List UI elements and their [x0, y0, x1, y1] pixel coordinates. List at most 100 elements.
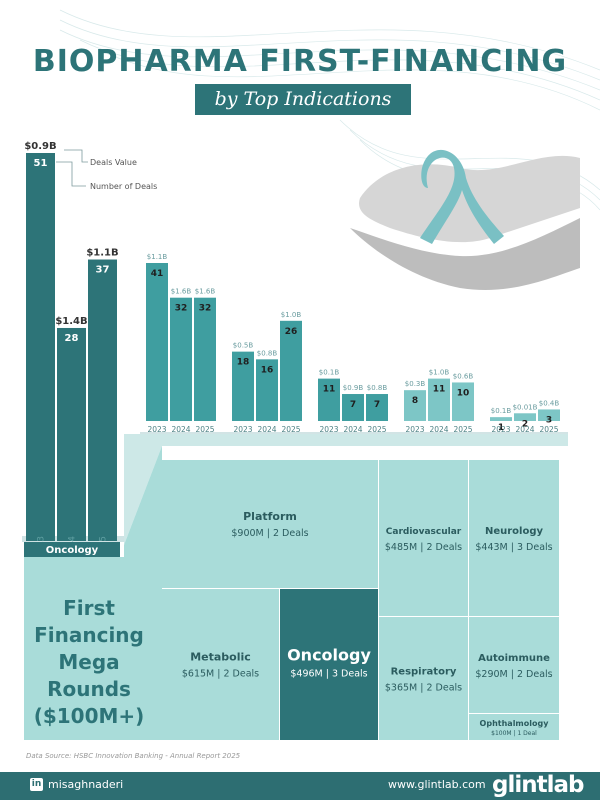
mega-title-line-4: Rounds: [47, 676, 131, 701]
autoimmune-year-2025: 2025: [453, 425, 472, 434]
autoimmune-count-2025: 10: [457, 388, 470, 398]
linkedin-icon[interactable]: in: [30, 778, 43, 791]
cardiovascular-year-2024: 2024: [515, 425, 534, 434]
treemap-value-respiratory: $365M | 2 Deals: [385, 683, 462, 694]
platform-value-2023: $1.1B: [147, 253, 168, 261]
autoimmune-value-2024: $1.0B: [429, 369, 450, 377]
metabolic-count-2025: 7: [374, 400, 380, 410]
oncology-count-2024: 28: [65, 333, 79, 344]
metabolic-value-2023: $0.1B: [319, 369, 340, 377]
treemap-name-respiratory: Respiratory: [391, 667, 457, 678]
autoimmune-count-2024: 11: [433, 385, 446, 395]
footer: in misaghnaderi www.glintlab.com glintla…: [0, 772, 600, 800]
mega-title-line-5: ($100M+): [33, 703, 145, 728]
platform-bar-2024: [170, 297, 192, 421]
oncology-value-2024: $1.4B: [55, 316, 87, 327]
oncology-bar-2025: [88, 259, 117, 541]
metabolic-year-2024: 2024: [343, 425, 362, 434]
oncology-value-2025: $1.1B: [86, 248, 118, 259]
legend-line-count: [56, 161, 86, 187]
treemap-name-oncology: Oncology: [287, 646, 371, 665]
oncology-value-2023: $0.9B: [24, 141, 56, 152]
metabolic-count-2023: 11: [323, 385, 336, 395]
hand-right: [350, 218, 580, 290]
cardiovascular-year-2023: 2023: [491, 425, 510, 434]
treemap-value-neurology: $443M | 3 Deals: [475, 542, 552, 553]
autoimmune-bar-2024: [428, 378, 450, 421]
cardiovascular-bar-2023: [490, 417, 512, 421]
neurology-year-2025: 2025: [281, 425, 300, 434]
treemap-name-cardiovascular: Cardiovascular: [386, 527, 462, 537]
mega-title-line-2: Financing: [34, 622, 144, 647]
treemap-cell-autoimmune: [469, 617, 559, 713]
metabolic-value-2024: $0.9B: [343, 384, 364, 392]
treemap-value-cardiovascular: $485M | 2 Deals: [385, 542, 462, 553]
oncology-count-2023: 51: [34, 158, 48, 169]
treemap-cell-oncology: [280, 589, 378, 740]
data-source: Data Source: HSBC Innovation Banking - A…: [26, 752, 241, 760]
treemap-name-metabolic: Metabolic: [190, 651, 251, 664]
cardiovascular-year-2025: 2025: [539, 425, 558, 434]
cardiovascular-bar-2025: [538, 409, 560, 421]
metabolic-bar-2023: [318, 378, 340, 421]
legend-deals-value: Deals Value: [90, 158, 137, 167]
cardiovascular-value-2024: $0.01B: [513, 403, 538, 411]
chart: 51 $0.9B 2023 28 $1.4B 2024 3 7 $1.1B 2025 Oncolog…: [22, 141, 568, 740]
platform-count-2023: 41: [151, 269, 164, 279]
platform-year-2024: 2024: [171, 425, 190, 434]
treemap-value-ophthalmology: $100M | 1 Deal: [491, 730, 537, 737]
platform-year-2023: 2023: [147, 425, 166, 434]
platform-value-2024: $1.6B: [171, 288, 192, 296]
treemap-cell-metabolic: [162, 589, 279, 740]
autoimmune-bar-2025: [452, 382, 474, 421]
neurology-value-2025: $1.0B: [281, 311, 302, 319]
neurology-value-2023: $0.5B: [233, 342, 254, 350]
cardiovascular-count-2025: 3: [546, 415, 552, 425]
autoimmune-value-2025: $0.6B: [453, 372, 474, 380]
treemap-value-autoimmune: $290M | 2 Deals: [475, 669, 552, 680]
metabolic-year-2023: 2023: [319, 425, 338, 434]
cardiovascular-value-2025: $0.4B: [539, 399, 560, 407]
neurology-bar-2024: [256, 359, 278, 421]
treemap-name-ophthalmology: Ophthalmology: [480, 719, 550, 728]
metabolic-count-2024: 7: [350, 400, 356, 410]
platform-bar-2025: [194, 297, 216, 421]
autoimmune-year-2023: 2023: [405, 425, 424, 434]
footer-site[interactable]: www.glintlab.com: [388, 778, 486, 791]
hands-ribbon-illustration: [350, 149, 580, 290]
treemap-value-oncology: $496M | 3 Deals: [290, 669, 367, 680]
treemap-value-platform: $900M | 2 Deals: [231, 528, 308, 539]
neurology-count-2023: 18: [237, 358, 250, 368]
oncology-label: Oncology: [46, 545, 99, 556]
autoimmune-year-2024: 2024: [429, 425, 448, 434]
treemap-cell-neurology: [469, 460, 559, 616]
mega-title-line-1: First: [63, 595, 115, 620]
legend-line-value: [64, 149, 88, 163]
legend-number-of-deals: Number of Deals: [90, 182, 157, 191]
neurology-bar-2025: [280, 320, 302, 421]
platform-count-2024: 32: [175, 304, 188, 314]
treemap-name-autoimmune: Autoimmune: [478, 653, 550, 664]
metabolic-value-2025: $0.8B: [367, 384, 388, 392]
oncology-bar-2023: [26, 153, 55, 541]
oncology-label-bg: [24, 542, 120, 557]
neurology-year-2023: 2023: [233, 425, 252, 434]
autoimmune-bar-2023: [404, 390, 426, 421]
treemap-cell-ophthalmology: [469, 714, 559, 740]
platform-bar-2023: [146, 263, 168, 421]
page-subtitle: by Top Indications: [195, 84, 411, 115]
neurology-year-2024: 2024: [257, 425, 276, 434]
platform-count-2025: 32: [199, 304, 212, 314]
ribbon-icon: [420, 149, 504, 244]
footer-logo: glintlab: [492, 772, 584, 798]
treemap-cell-cardiovascular: [379, 460, 468, 616]
metabolic-bar-2024: [342, 394, 364, 421]
platform-value-2025: $1.6B: [195, 288, 216, 296]
platform-year-2025: 2025: [195, 425, 214, 434]
footer-handle[interactable]: misaghnaderi: [48, 778, 124, 791]
treemap-value-metabolic: $615M | 2 Deals: [182, 669, 259, 680]
mega-rounds-title: First Financing Mega Rounds ($100M+): [24, 588, 154, 736]
neurology-value-2024: $0.8B: [257, 349, 278, 357]
